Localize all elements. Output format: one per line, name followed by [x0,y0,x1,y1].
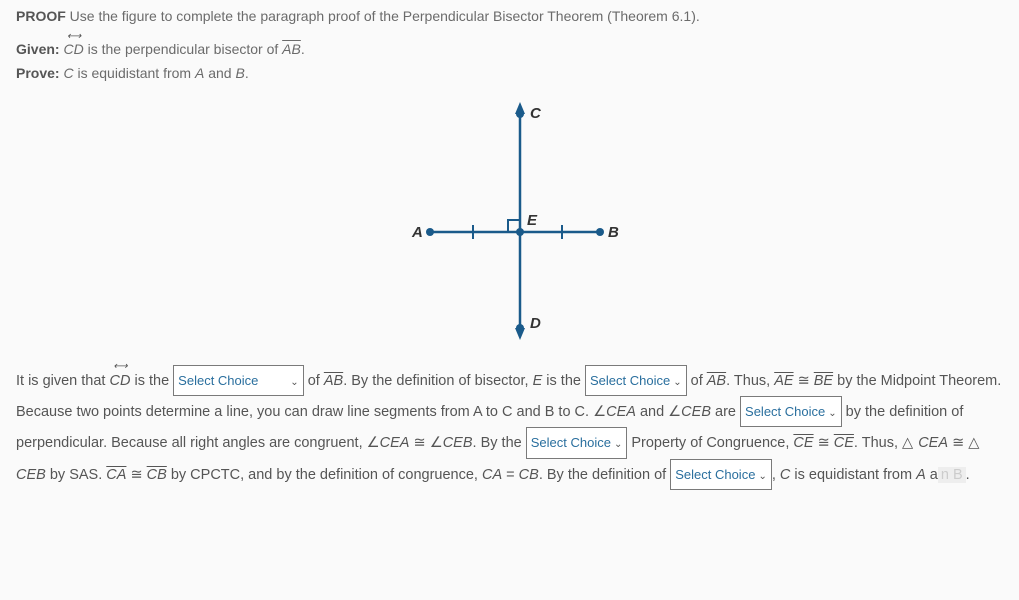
select-5[interactable]: Select Choice⌄ [670,459,772,490]
fig-label-a: A [411,224,423,241]
fig-label-d: D [530,315,541,332]
select-1[interactable]: Select Choice ⌄ [173,365,304,396]
line-cd: ⟷CD [63,38,83,62]
proof-cd: ⟷CD [110,366,131,396]
obscured-text: n B [938,467,966,483]
given-mid: is the perpendicular bisector of [88,41,283,57]
proof-label: PROOF [16,8,66,24]
prove-c: C [63,65,73,81]
prove-label: Prove: [16,65,60,81]
given-line: Given: ⟷CD is the perpendicular bisector… [16,38,1003,62]
given-prove-block: Given: ⟷CD is the perpendicular bisector… [16,38,1003,86]
figure-container: C D A B E [16,86,1003,365]
given-label: Given: [16,41,60,57]
fig-label-e: E [527,212,538,229]
select-2[interactable]: Select Choice⌄ [585,365,687,396]
proof-header: PROOF Use the figure to complete the par… [16,8,1003,24]
seg-ab: AB [282,41,301,57]
fig-label-c: C [530,105,542,122]
select-3[interactable]: Select Choice⌄ [740,396,842,427]
select-4[interactable]: Select Choice⌄ [526,427,628,458]
fig-label-b: B [608,224,619,241]
prove-line: Prove: C is equidistant from A and B. [16,62,1003,86]
perp-bisector-figure: C D A B E [370,92,650,352]
proof-paragraph: It is given that ⟷CD is the Select Choic… [16,365,1003,491]
proof-instructions: Use the figure to complete the paragraph… [70,8,700,24]
